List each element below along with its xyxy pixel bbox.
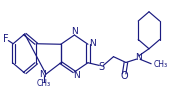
Text: N: N [73, 71, 79, 80]
Text: F: F [3, 34, 9, 44]
Text: O: O [120, 71, 128, 81]
Text: CH₃: CH₃ [37, 79, 51, 88]
Text: N: N [90, 39, 96, 48]
Text: N: N [39, 70, 46, 79]
Text: N: N [71, 27, 78, 36]
Text: N: N [135, 53, 142, 62]
Text: CH₃: CH₃ [153, 60, 168, 69]
Text: S: S [98, 62, 104, 72]
